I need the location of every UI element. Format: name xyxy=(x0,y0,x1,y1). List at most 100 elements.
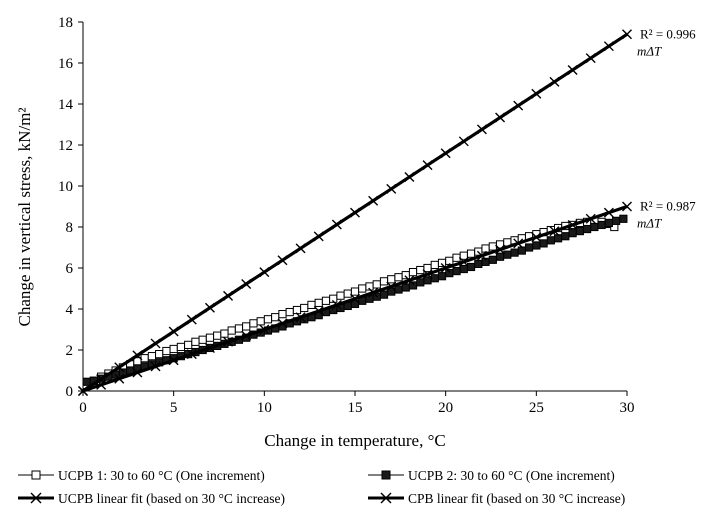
fit-marker-2-16 xyxy=(368,287,379,298)
y-tick-label-5: 10 xyxy=(58,179,73,195)
fit-marker-3-6-b xyxy=(186,314,197,325)
annotation-r2-1: R² = 0.987 xyxy=(640,199,696,214)
point-0-55 xyxy=(481,244,490,253)
point-1-43 xyxy=(394,285,403,294)
legend: UCPB 1: 30 to 60 °C (One increment) UCPB … xyxy=(18,468,625,506)
fit-marker-2-2-b xyxy=(114,373,125,384)
fit-marker-3-13-b xyxy=(313,231,324,242)
point-0-23 xyxy=(249,319,258,328)
fit-marker-3-8 xyxy=(223,290,234,301)
legend-item-1: UCPB 2: 30 to 60 °C (One increment) xyxy=(368,468,615,483)
fit-marker-2-20-b xyxy=(440,263,451,273)
point-0-36 xyxy=(343,289,352,298)
point-0-33 xyxy=(321,296,331,305)
fit-marker-3-1 xyxy=(96,374,107,385)
fit-marker-2-5 xyxy=(168,355,179,366)
point-0-32 xyxy=(314,298,323,307)
fit-marker-3-16-b xyxy=(368,195,379,206)
point-0-13 xyxy=(176,342,186,352)
fit-marker-2-30 xyxy=(622,201,632,212)
fit-marker-3-11-b xyxy=(277,255,288,266)
point-0-15 xyxy=(191,337,200,346)
fit-marker-3-29-b xyxy=(603,41,614,52)
point-1-69 xyxy=(583,224,592,234)
point-1-61 xyxy=(524,243,534,252)
fit-marker-2-28 xyxy=(585,213,596,224)
point-1-52 xyxy=(459,264,468,274)
point-0-16 xyxy=(198,335,207,344)
x-axis-title: Change in temperature, °C xyxy=(264,431,445,450)
x-tick-label-0: 0 xyxy=(79,400,87,416)
point-0-26 xyxy=(271,313,280,322)
x-tick-label-3: 15 xyxy=(348,400,363,416)
fit-marker-3-12-b xyxy=(295,243,306,254)
legend-marker-1 xyxy=(381,470,391,480)
annotation-r2-0: R² = 0.996 xyxy=(640,26,696,41)
fit-marker-2-16-b xyxy=(368,287,379,298)
y-tick-label-2: 4 xyxy=(66,302,74,318)
fit-marker-3-30-b xyxy=(622,29,632,40)
point-0-28 xyxy=(285,307,294,317)
fit-marker-2-25-b xyxy=(531,232,542,243)
fit-marker-3-20-b xyxy=(440,148,451,159)
fit-marker-2-8-b xyxy=(223,336,234,347)
x-tick-label-4: 20 xyxy=(438,400,453,416)
point-1-66 xyxy=(561,232,570,241)
fit-marker-3-4-b xyxy=(150,338,161,349)
fit-marker-2-12-b xyxy=(295,312,306,323)
fit-marker-3-14-b xyxy=(331,219,342,230)
fit-marker-3-22 xyxy=(476,124,487,135)
annotation-eq-0: mΔT xyxy=(637,43,662,58)
fit-marker-2-23 xyxy=(495,244,506,255)
point-0-42 xyxy=(387,275,396,284)
fit-marker-3-25 xyxy=(531,88,542,99)
point-0-31 xyxy=(307,300,316,309)
fit-marker-2-20 xyxy=(440,263,451,273)
fit-marker-3-28 xyxy=(585,53,596,64)
fit-marker-2-6-b xyxy=(186,349,197,360)
fit-marker-3-22-b xyxy=(476,124,487,135)
fit-marker-2-7-b xyxy=(204,342,215,353)
fit-marker-2-2 xyxy=(114,373,125,384)
point-0-17 xyxy=(205,333,215,342)
point-0-30 xyxy=(300,303,309,313)
legend-marker-0 xyxy=(31,470,41,480)
fit-marker-2-18 xyxy=(404,275,415,286)
fit-marker-2-19 xyxy=(422,269,433,280)
point-1-47 xyxy=(423,276,432,285)
point-1-53 xyxy=(466,262,476,272)
fit-marker-2-14-b xyxy=(331,299,342,310)
fit-marker-3-19-b xyxy=(422,160,433,171)
point-1-45 xyxy=(408,281,418,290)
legend-marker-3 xyxy=(380,492,392,504)
y-tick-label-3: 6 xyxy=(66,261,74,277)
point-1-58 xyxy=(503,250,512,259)
point-1-59 xyxy=(510,248,519,257)
fit-marker-2-26-b xyxy=(549,226,560,237)
fit-marker-2-28-b xyxy=(585,213,596,224)
fit-marker-3-5-b xyxy=(168,326,179,337)
point-0-40 xyxy=(372,280,381,289)
fit-marker-2-29-b xyxy=(603,207,614,218)
fit-marker-2-24-b xyxy=(513,238,524,249)
fit-marker-3-18-b xyxy=(404,171,415,182)
fit-marker-3-27-b xyxy=(567,64,578,75)
fit-marker-2-26 xyxy=(549,226,560,237)
point-0-27 xyxy=(278,310,287,319)
point-0-37 xyxy=(350,287,360,296)
point-0-53 xyxy=(466,249,476,258)
point-0-8 xyxy=(140,354,149,363)
fit-marker-2-10 xyxy=(259,324,270,335)
fit-marker-3-29 xyxy=(603,41,614,52)
legend-label-3: CPB linear fit (based on 30 °C increase) xyxy=(408,491,625,506)
y-tick-label-4: 8 xyxy=(66,220,74,236)
legend-marker-2-b xyxy=(30,492,42,504)
fit-marker-2-27-b xyxy=(567,219,578,230)
point-0-18 xyxy=(213,331,222,340)
point-1-68 xyxy=(575,227,584,236)
fit-marker-3-5 xyxy=(168,326,179,337)
fit-marker-2-9-b xyxy=(241,330,252,341)
x-tick-label-2: 10 xyxy=(257,400,272,416)
fit-marker-2-12 xyxy=(295,312,306,323)
point-1-63 xyxy=(539,239,548,248)
